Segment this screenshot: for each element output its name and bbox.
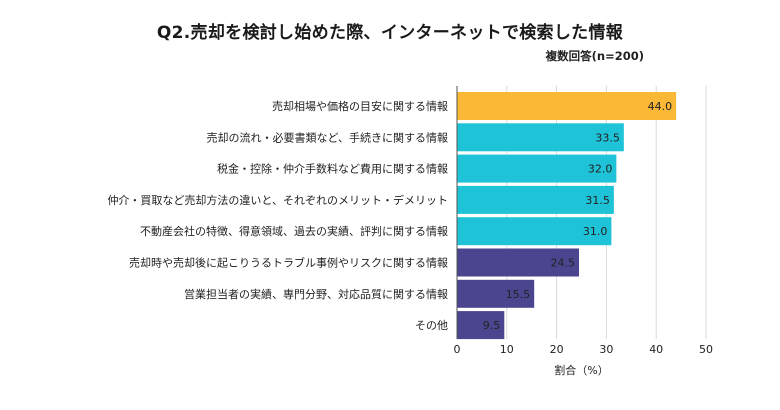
category-label: その他 [415,319,448,332]
x-tick-label: 20 [550,343,564,356]
category-label: 営業担当者の実績、専門分野、対応品質に関する情報 [184,287,448,301]
bar-value-label: 9.5 [483,319,501,332]
bar [457,92,677,120]
x-tick-label: 30 [599,343,613,356]
category-label: 不動産会社の特徴、得意領域、過去の実績、評判に関する情報 [140,224,448,238]
bar-value-label: 33.5 [595,131,620,144]
bar-value-label: 31.5 [585,194,610,207]
x-tick-label: 0 [454,343,461,356]
bar [457,123,624,152]
chart-subtitle: 複数回答(n=200) [545,49,644,63]
chart-title: Q2.売却を検討し始めた際、インターネットで検索した情報 [156,23,624,43]
bar [457,185,614,214]
bar [457,217,612,246]
bar-value-label: 24.5 [551,257,576,270]
bar-value-label: 44.0 [648,100,673,113]
category-label: 売却の流れ・必要書類など、手続きに関する情報 [207,130,448,144]
x-tick-label: 50 [699,343,713,356]
bar [457,154,617,183]
bar [457,311,505,340]
category-label: 仲介・買取など売却方法の違いと、それぞれのメリット・デメリット [107,193,448,207]
bar-value-label: 31.0 [583,225,608,238]
x-tick-label: 10 [500,343,514,356]
bar [457,279,535,308]
x-tick-label: 40 [649,343,663,356]
x-axis-label: 割合（%） [554,363,608,377]
category-label: 売却時や売却後に起こりうるトラブル事例やリスクに関する情報 [129,256,448,270]
category-label: 売却相場や価格の目安に関する情報 [272,99,448,113]
bar-value-label: 15.5 [506,288,531,301]
bar [457,248,580,277]
category-label: 税金・控除・仲介手数料など費用に関する情報 [217,162,448,176]
bar-value-label: 32.0 [588,163,613,176]
